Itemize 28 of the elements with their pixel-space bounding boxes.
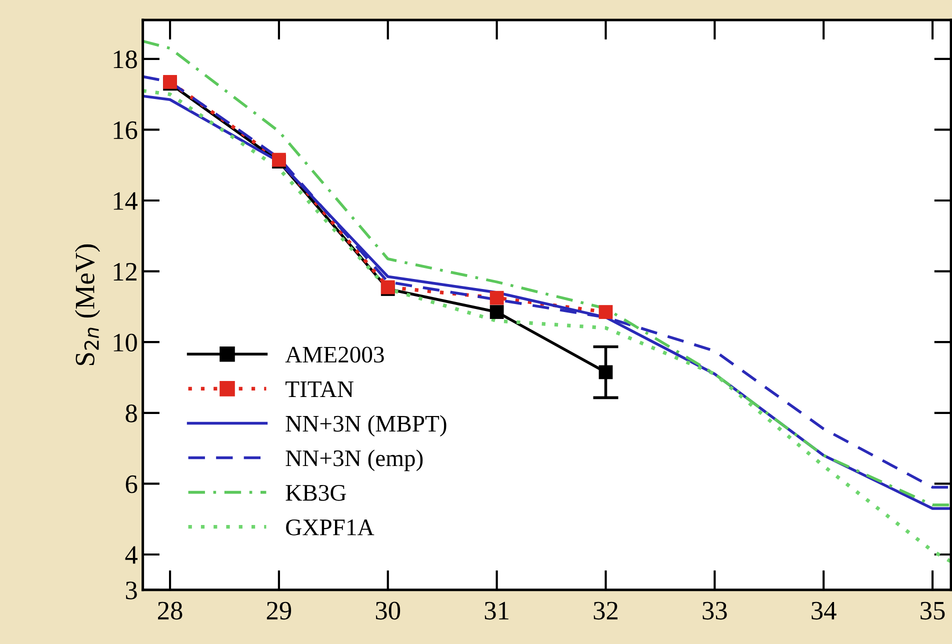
legend-label: TITAN [286, 381, 354, 397]
legend-label: GXPF1A [286, 519, 374, 536]
x-tick-label: 29 [266, 602, 292, 620]
x-tick-label: 30 [376, 602, 400, 620]
y-tick-label: 6 [126, 475, 138, 494]
x-tick-label: 32 [594, 602, 618, 620]
x-tick-label: 35 [920, 602, 945, 620]
legend-label: NN+3N (emp) [286, 450, 423, 472]
y-tick-label: 8 [126, 404, 137, 422]
legend-label: KB3G [286, 484, 346, 501]
y-tick-label: 14 [114, 192, 138, 210]
y-tick-label: 18 [114, 50, 137, 68]
y-tick-label: 4 [125, 546, 138, 564]
legend-label: AME2003 [285, 346, 384, 363]
x-tick-label: 34 [812, 602, 836, 620]
point [490, 305, 504, 319]
y-tick-label: 3 [126, 582, 137, 600]
x-tick-label: 28 [158, 602, 182, 620]
y-axis-title: S$_{2n}$ (MeV) [74, 244, 100, 366]
point [598, 305, 613, 319]
y-tick-label: 12 [114, 262, 136, 280]
y-tick-label: 10 [114, 334, 137, 352]
x-tick-label: 33 [702, 602, 727, 620]
x-tick-label: 31 [484, 602, 508, 620]
point [598, 365, 613, 380]
y-tick-label: 16 [114, 121, 138, 140]
legend-label: NN+3N (MBPT) [286, 415, 446, 437]
point [490, 290, 504, 305]
